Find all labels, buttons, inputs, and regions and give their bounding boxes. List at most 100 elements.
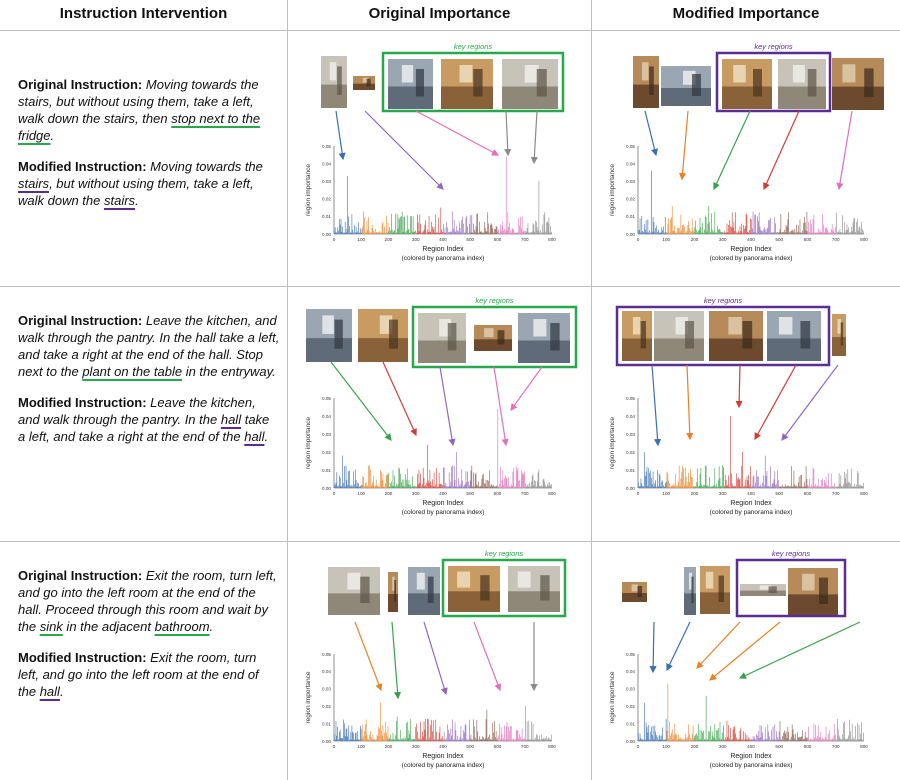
importance-bar <box>659 475 661 488</box>
thumbnail-floor <box>448 591 500 612</box>
importance-bar <box>550 226 551 234</box>
importance-bar <box>824 737 826 741</box>
importance-bar <box>505 739 506 741</box>
importance-bar <box>457 486 458 488</box>
thumbnail-floor <box>441 86 493 109</box>
importance-bar <box>818 232 820 234</box>
importance-bar <box>651 726 652 741</box>
importance-bar <box>850 739 852 741</box>
importance-bar <box>857 723 858 741</box>
thumbnail-window <box>459 65 473 83</box>
importance-bar <box>514 232 515 234</box>
importance-bar <box>423 721 425 741</box>
importance-bar <box>670 735 671 741</box>
importance-bar <box>772 726 774 741</box>
importance-bar <box>340 218 342 234</box>
importance-bar <box>737 739 739 741</box>
importance-bar <box>476 484 478 488</box>
pointer-arrow <box>735 364 743 409</box>
highlighted-phrase: stop next to the fridge <box>18 111 261 143</box>
importance-bar <box>828 733 829 741</box>
importance-bar <box>496 485 498 488</box>
importance-bar <box>432 731 433 741</box>
importance-bar <box>653 739 655 741</box>
importance-bar <box>529 232 530 234</box>
importance-bar <box>665 718 667 741</box>
importance-bar <box>348 216 349 234</box>
importance-bar <box>356 486 358 488</box>
importance-bar <box>485 231 487 234</box>
importance-bar <box>700 227 702 234</box>
importance-bar <box>751 739 752 741</box>
importance-bar <box>779 486 781 488</box>
importance-bar <box>783 231 784 234</box>
importance-bar <box>767 486 769 488</box>
importance-bar <box>487 738 489 741</box>
importance-bar <box>688 221 690 234</box>
importance-bar <box>684 232 686 234</box>
importance-bar <box>723 232 724 234</box>
importance-bar <box>411 476 413 488</box>
importance-bar <box>744 485 745 488</box>
importance-bar <box>784 730 785 741</box>
importance-bar <box>520 486 521 488</box>
importance-bar <box>758 212 760 234</box>
importance-bar <box>359 725 361 741</box>
importance-bar <box>820 486 822 488</box>
importance-bar <box>455 730 457 741</box>
key-regions-label: key regions <box>704 296 743 305</box>
importance-bar <box>512 228 514 234</box>
column-divider-1 <box>287 0 288 780</box>
thumbnail-shadow <box>649 66 654 95</box>
importance-bar <box>390 230 391 234</box>
importance-bar <box>380 470 381 488</box>
importance-bar <box>474 229 475 234</box>
x-tick-label: 100 <box>357 237 365 242</box>
importance-bar <box>697 723 699 741</box>
x-tick-label: 300 <box>412 237 420 242</box>
panorama-thumbnail <box>722 59 772 109</box>
x-tick-label: 500 <box>466 237 474 242</box>
thumbnail-window <box>792 65 805 83</box>
importance-bar <box>765 475 767 488</box>
y-tick-label: 0.03 <box>626 687 635 692</box>
importance-bar <box>861 221 863 234</box>
importance-bar <box>432 229 434 234</box>
importance-bar <box>461 469 463 488</box>
importance-bar <box>529 482 530 488</box>
importance-bar <box>362 475 364 488</box>
importance-bar <box>381 735 383 741</box>
thumbnail-window <box>689 572 693 590</box>
importance-bar <box>468 739 469 741</box>
importance-bar <box>459 227 461 234</box>
y-tick-label: 0.01 <box>626 721 635 726</box>
importance-bar <box>771 232 773 234</box>
importance-bar <box>718 228 720 234</box>
x-tick-label: 800 <box>548 237 556 242</box>
importance-bar <box>409 734 411 741</box>
highlighted-phrase: stairs <box>18 176 50 191</box>
importance-bar <box>526 231 527 234</box>
importance-bar <box>723 725 724 741</box>
importance-bar <box>801 232 803 234</box>
importance-bar <box>732 729 734 741</box>
importance-bar <box>746 734 748 741</box>
importance-bar <box>373 739 375 741</box>
importance-bar <box>462 480 463 488</box>
importance-bar <box>349 470 350 488</box>
importance-bar <box>814 485 816 488</box>
importance-bar <box>438 732 440 741</box>
importance-bar <box>669 721 670 741</box>
importance-bar <box>853 486 855 488</box>
importance-bar <box>381 223 383 234</box>
importance-bar <box>359 739 360 741</box>
importance-bar <box>354 484 355 488</box>
importance-bar <box>500 224 501 234</box>
importance-bar <box>756 470 757 488</box>
importance-bar <box>808 726 809 741</box>
importance-bar <box>348 725 349 741</box>
importance-bar <box>684 467 686 488</box>
importance-bar <box>750 739 751 741</box>
importance-bar <box>652 725 654 741</box>
